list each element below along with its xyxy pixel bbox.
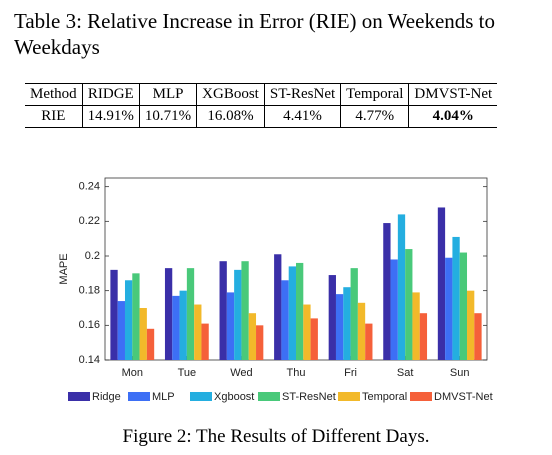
x-tick-label: Tue: [178, 367, 197, 379]
bar: [350, 268, 358, 360]
results-table: Method RIDGE MLP XGBoost ST-ResNet Temporal DM…: [25, 83, 498, 128]
legend-label: DMVST-Net: [434, 391, 493, 403]
table-cell: MLP: [138, 83, 197, 106]
y-tick-label: 0.18: [79, 285, 100, 297]
bar: [343, 287, 351, 360]
table-cell: 4.04%: [408, 105, 498, 128]
table-cell: 14.91%: [81, 105, 140, 128]
table-cell: ST-ResNet: [263, 83, 341, 106]
bar: [172, 295, 180, 360]
bar: [296, 262, 304, 360]
bar: [445, 257, 453, 360]
bar: [281, 280, 289, 360]
x-tick-label: Wed: [230, 367, 252, 379]
bar: [335, 294, 344, 360]
y-tick-label: 0.24: [79, 181, 100, 193]
legend-swatch: [338, 392, 360, 401]
table-cell: 4.41%: [263, 105, 341, 128]
bar: [139, 308, 147, 360]
chart: 0.14 0.16 0.18 0.2 0.22 0.24 MAPE Mon Tue Wed Thu F…: [58, 177, 493, 403]
bar: [274, 254, 282, 360]
bar: [328, 275, 336, 360]
legend-swatch: [68, 392, 90, 401]
bar: [110, 269, 118, 360]
y-tick-label: 0.2: [85, 250, 100, 262]
legend-label: Xgboost: [214, 391, 254, 403]
bar: [365, 323, 373, 360]
x-tick-label: Sat: [397, 367, 414, 379]
legend-swatch: [190, 392, 212, 401]
table-cell: DMVST-Net: [408, 83, 498, 106]
bar: [303, 304, 311, 360]
bar: [437, 207, 446, 360]
legend-swatch: [128, 392, 150, 401]
bar: [234, 269, 242, 360]
bar: [179, 290, 187, 360]
bar: [467, 290, 475, 360]
table-cell: RIE: [41, 108, 66, 124]
table-cell: 16.08%: [196, 105, 265, 128]
bar: [124, 280, 133, 360]
bar: [288, 266, 296, 360]
legend-swatch: [258, 392, 280, 401]
bar: [310, 318, 318, 360]
y-tick-label: 0.14: [79, 354, 100, 366]
legend-label: Temporal: [362, 391, 407, 403]
bar: [452, 236, 460, 360]
bar: [201, 323, 209, 360]
bar: [397, 214, 406, 360]
x-tick-label: Thu: [287, 367, 306, 379]
bar: [383, 223, 391, 360]
bar: [117, 301, 125, 360]
bar: [132, 273, 140, 360]
figure-caption: Figure 2: The Results of Different Days.: [122, 426, 430, 447]
bar: [194, 304, 202, 360]
legend-label: Ridge: [92, 391, 121, 403]
y-axis-label: MAPE: [58, 253, 70, 284]
table-cell: RIDGE: [81, 83, 140, 106]
bar: [241, 261, 249, 360]
bar: [419, 313, 428, 360]
bar: [164, 268, 173, 360]
legend-label: ST-ResNet: [282, 391, 336, 403]
table-cell: 4.77%: [340, 105, 409, 128]
x-tick-label: Sun: [450, 367, 470, 379]
bar: [186, 268, 195, 360]
bar: [256, 325, 264, 360]
bar: [412, 292, 420, 360]
table-cell: Method: [25, 83, 83, 106]
x-tick-label: Mon: [122, 367, 143, 379]
bar: [459, 252, 468, 360]
bar: [390, 259, 398, 360]
table-cell: Temporal: [340, 83, 409, 106]
legend-label: MLP: [152, 391, 175, 403]
y-tick-label: 0.22: [79, 215, 100, 227]
bar: [357, 302, 366, 360]
table-cell: 10.71%: [138, 105, 197, 128]
table-row: RIE 14.91% 10.71% 16.08% 4.41% 4.77% 4.04%: [25, 105, 498, 128]
x-tick-label: Fri: [344, 367, 357, 379]
bar: [248, 313, 257, 360]
bar: [474, 313, 482, 360]
bar: [146, 328, 155, 360]
table-row: Method RIDGE MLP XGBoost ST-ResNet Temporal DM…: [25, 83, 498, 106]
bar: [226, 292, 235, 360]
y-tick-label: 0.16: [79, 319, 100, 331]
bar: [219, 261, 227, 360]
legend-swatch: [410, 392, 432, 401]
table-cell: XGBoost: [196, 83, 265, 106]
bar: [405, 249, 413, 360]
table-caption: Table 3: Relative Increase in Error (RIE…: [14, 9, 496, 59]
